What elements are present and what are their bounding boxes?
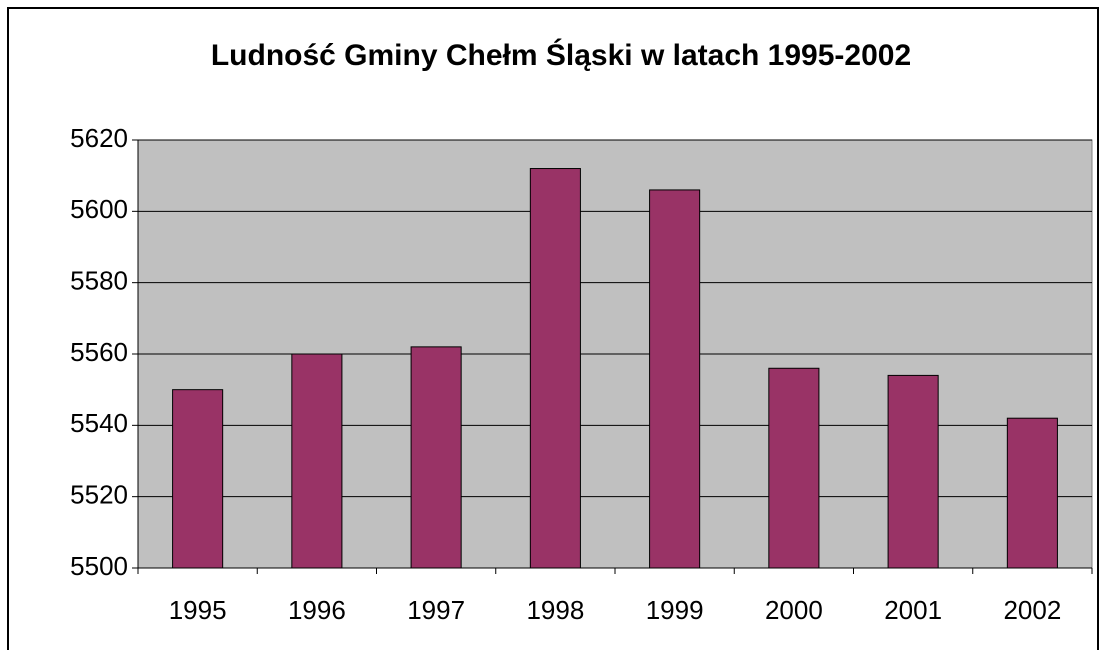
- bar: [887, 374, 939, 569]
- x-tick-label: 1999: [646, 595, 704, 625]
- bar: [1006, 417, 1058, 569]
- y-tick-label: 5500: [70, 551, 128, 581]
- bar: [768, 367, 820, 569]
- x-tick-label: 1996: [288, 595, 346, 625]
- chart-title: Ludność Gminy Chełm Śląski w latach 1995…: [211, 38, 911, 72]
- y-tick-label: 5540: [70, 408, 128, 438]
- bar: [529, 168, 581, 569]
- y-tick-label: 5520: [70, 480, 128, 510]
- x-tick-label: 1995: [169, 595, 227, 625]
- y-tick-label: 5560: [70, 337, 128, 367]
- y-tick-label: 5620: [70, 123, 128, 153]
- x-tick-label: 2001: [884, 595, 942, 625]
- x-tick-label: 1997: [407, 595, 465, 625]
- x-tick-label: 1998: [526, 595, 584, 625]
- bar: [291, 353, 343, 569]
- x-tick-label: 2000: [765, 595, 823, 625]
- y-tick-label: 5580: [70, 266, 128, 296]
- bar: [649, 189, 701, 569]
- x-tick-label: 2002: [1003, 595, 1061, 625]
- bar: [410, 346, 462, 569]
- y-tick-label: 5600: [70, 194, 128, 224]
- bar: [172, 389, 224, 569]
